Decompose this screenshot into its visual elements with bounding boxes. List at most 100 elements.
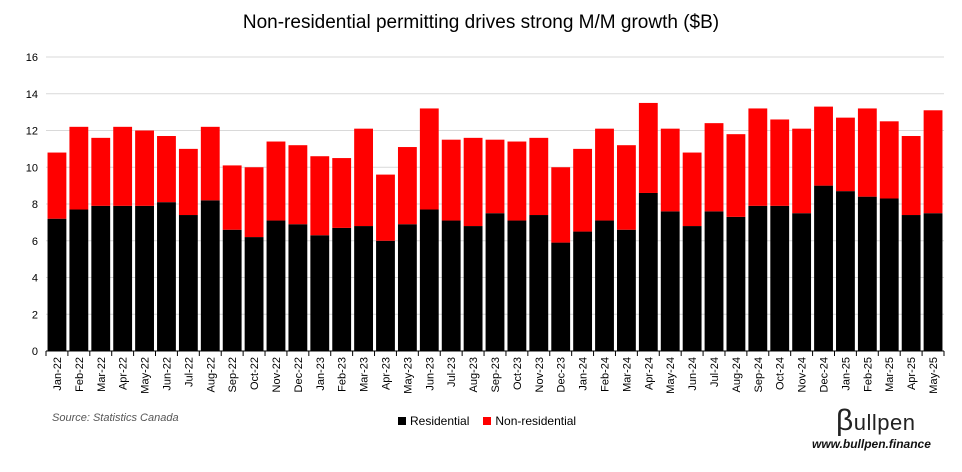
bar-non-residential <box>200 126 220 201</box>
bar-non-residential <box>748 108 768 206</box>
bar-non-residential <box>551 167 571 243</box>
bar-residential <box>288 224 308 351</box>
x-tick-label: Apr-22 <box>118 357 130 390</box>
x-tick-label: May-22 <box>140 357 152 394</box>
legend-swatch-non-residential <box>483 417 492 425</box>
bar-residential <box>266 220 286 351</box>
bars <box>47 102 943 351</box>
bar-non-residential <box>441 139 461 221</box>
y-tick-label: 8 <box>32 199 38 211</box>
y-tick-label: 4 <box>32 273 38 285</box>
legend: Residential Non-residential <box>398 414 576 428</box>
bar-residential <box>923 213 943 351</box>
x-tick-label: Apr-23 <box>380 357 392 390</box>
bar-residential <box>573 231 593 351</box>
bar-non-residential <box>244 167 264 238</box>
bar-non-residential <box>178 148 198 216</box>
bar-residential <box>551 242 571 351</box>
bar-non-residential <box>792 128 812 214</box>
y-tick-label: 6 <box>32 236 38 248</box>
bar-non-residential <box>923 110 943 214</box>
bar-residential <box>200 200 220 351</box>
bar-non-residential <box>222 165 242 230</box>
x-tick-label: Mar-24 <box>621 357 633 392</box>
bar-residential <box>222 229 242 351</box>
bar-non-residential <box>616 145 636 230</box>
bar-residential <box>836 191 855 351</box>
x-tick-label: Oct-22 <box>249 357 261 390</box>
bar-non-residential <box>485 139 505 214</box>
chart-title: Non-residential permitting drives strong… <box>242 12 720 33</box>
bar-residential <box>310 235 330 351</box>
bar-residential <box>397 224 417 351</box>
logo-letter: β <box>836 404 854 437</box>
x-tick-label: Dec-23 <box>556 357 568 392</box>
bar-residential <box>726 216 746 351</box>
y-tick-label: 14 <box>26 89 38 101</box>
bar-residential <box>47 218 67 351</box>
x-tick-label: Mar-25 <box>884 357 896 392</box>
bar-non-residential <box>135 130 154 206</box>
y-tick-label: 2 <box>32 309 38 321</box>
bar-non-residential <box>288 145 308 225</box>
x-tick-label: Feb-23 <box>337 357 349 392</box>
bar-non-residential <box>332 158 352 228</box>
bar-non-residential <box>836 117 855 192</box>
bar-non-residential <box>47 152 67 219</box>
bar-residential <box>529 215 549 351</box>
bar-non-residential <box>69 126 89 210</box>
axes: 0 2 4 6 8 10 12 14 16 Jan-22 Feb-22 Mar-22 Apr-22 May… <box>26 52 945 394</box>
x-tick-label: Feb-25 <box>862 357 874 392</box>
bar-residential <box>638 192 658 351</box>
bar-residential <box>901 215 921 351</box>
x-tick-label: Jul-22 <box>183 357 195 387</box>
website-url: www.bullpen.finance <box>812 437 931 451</box>
source-note: Source: Statistics Canada <box>52 412 179 424</box>
bar-residential <box>704 211 724 351</box>
bar-residential <box>660 211 680 351</box>
bar-non-residential <box>595 128 614 221</box>
x-tick-label: Dec-24 <box>819 357 831 392</box>
bar-residential <box>595 220 614 351</box>
bar-non-residential <box>463 137 483 227</box>
x-tick-label: Jun-22 <box>161 357 173 391</box>
bullpen-logo: βullpen <box>836 404 915 438</box>
bar-non-residential <box>857 108 877 197</box>
x-tick-label: Mar-22 <box>96 357 108 392</box>
bar-residential <box>770 205 790 351</box>
x-tick-label: Sep-22 <box>227 357 239 392</box>
bar-non-residential <box>376 174 395 241</box>
bar-residential <box>485 213 505 351</box>
x-tick-label: Aug-22 <box>205 357 217 392</box>
bar-residential <box>616 229 636 351</box>
x-tick-label: Mar-23 <box>359 357 371 392</box>
x-tick-label: Jan-23 <box>315 357 327 391</box>
bar-residential <box>792 213 812 351</box>
bar-residential <box>332 227 352 351</box>
bar-residential <box>135 205 154 351</box>
bar-non-residential <box>638 102 658 193</box>
x-tick-label: May-25 <box>928 357 940 394</box>
x-tick-label: Jan-22 <box>52 357 64 391</box>
x-tick-label: Sep-23 <box>490 357 502 392</box>
x-tick-label: May-24 <box>665 357 677 394</box>
x-tick-label: Jul-23 <box>446 357 458 387</box>
y-tick-label: 10 <box>26 162 38 174</box>
x-tick-label: Nov-23 <box>534 357 546 392</box>
y-tick-label: 16 <box>26 52 38 64</box>
x-tick-label: Nov-24 <box>797 357 809 392</box>
bar-non-residential <box>682 152 702 227</box>
legend-item-non-residential: Non-residential <box>483 414 576 428</box>
bar-residential <box>354 226 374 351</box>
x-tick-label: Jun-24 <box>687 357 699 391</box>
x-tick-label: Jul-24 <box>709 357 721 387</box>
x-tick-label: Dec-22 <box>293 357 305 392</box>
bar-residential <box>178 215 198 351</box>
x-tick-label: Apr-24 <box>643 357 655 390</box>
bar-non-residential <box>419 108 439 210</box>
x-tick-label: Aug-23 <box>468 357 480 392</box>
bar-non-residential <box>354 128 374 227</box>
logo-text: ullpen <box>853 410 916 435</box>
bar-residential <box>441 220 461 351</box>
bar-residential <box>814 185 833 351</box>
